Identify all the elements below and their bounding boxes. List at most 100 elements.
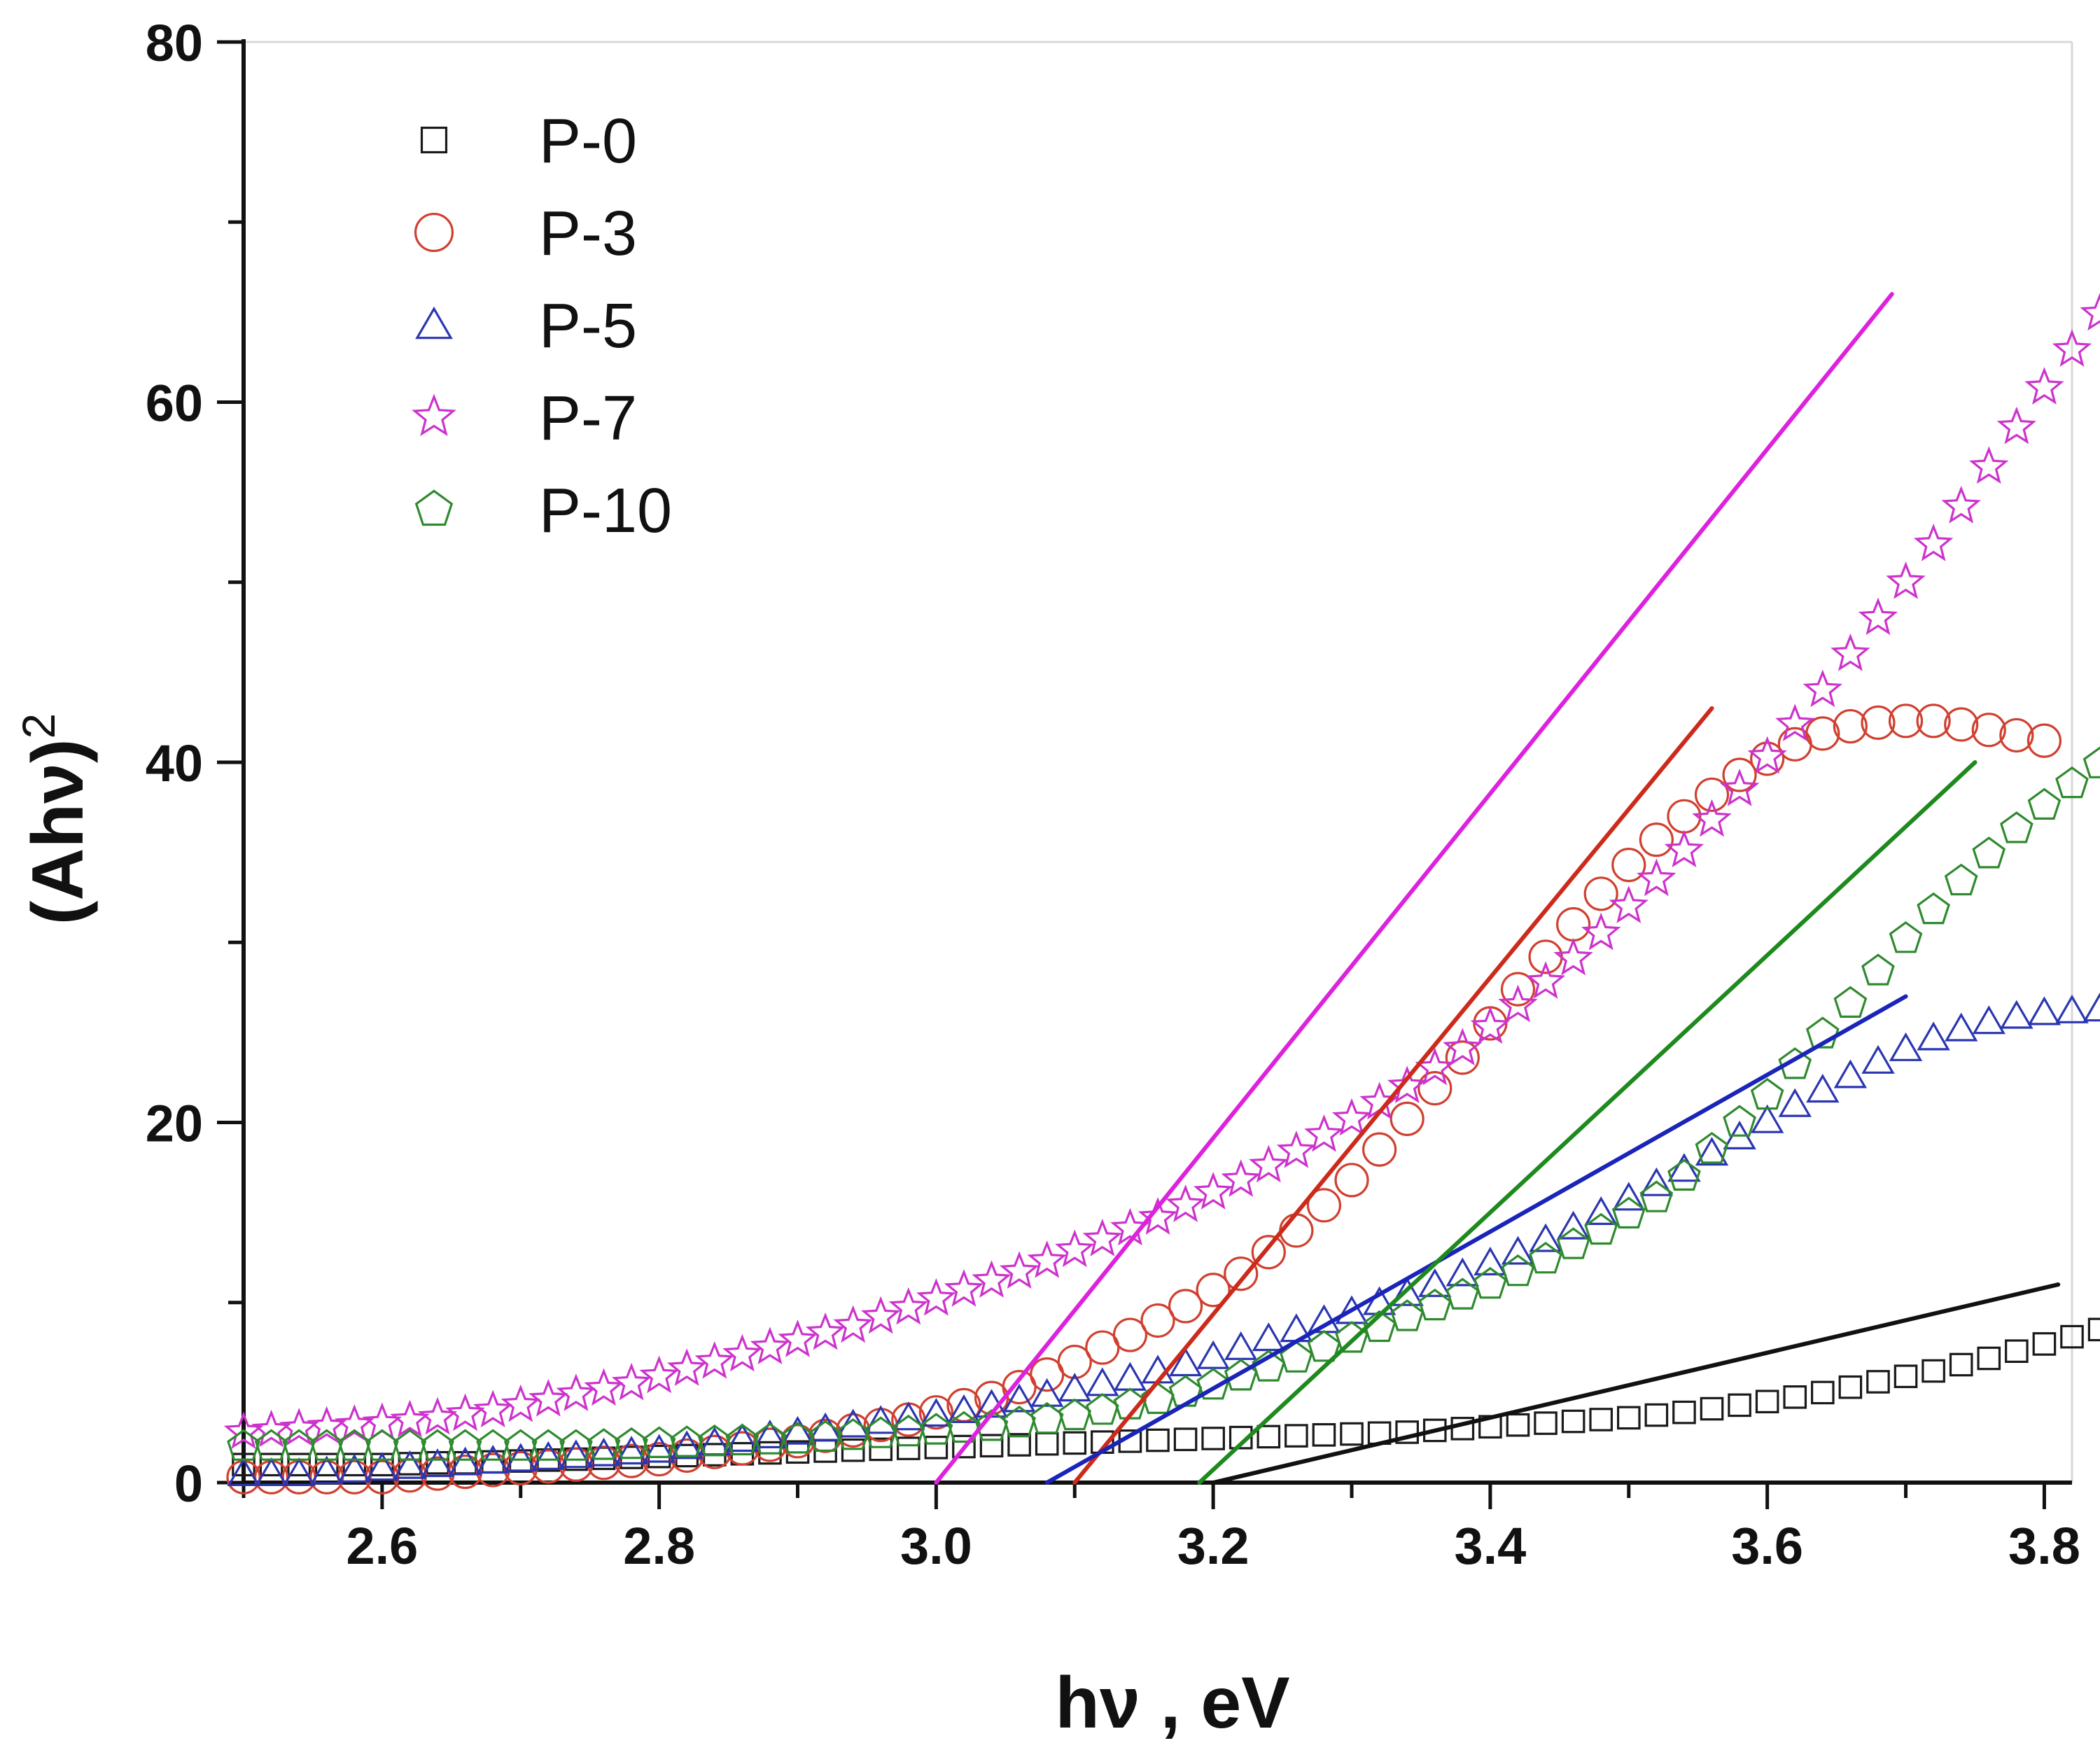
data-point [1889,921,1923,953]
series-p-3 [226,704,2062,1494]
data-point [639,1355,679,1394]
data-point [918,1395,953,1430]
data-point [1750,1077,1784,1110]
legend-marker [414,212,454,253]
data-point [1556,906,1591,942]
data-point [1866,1370,1890,1394]
data-point [1783,1385,1807,1409]
data-point [1886,561,1926,599]
data-point [1474,1266,1507,1299]
fit-line-p-7 [934,292,1894,1485]
data-point [335,1404,374,1442]
data-point [370,1452,394,1477]
legend-marker [420,126,448,154]
data-point [1889,1032,1923,1061]
data-point [1055,1229,1095,1268]
data-point [1921,1359,1945,1383]
data-point [2024,367,2064,405]
data-point [421,1429,454,1461]
data-point [1340,1422,1364,1446]
data-point [1802,669,1843,708]
data-point [1775,704,1815,741]
fit-line-p-10 [1197,760,1977,1485]
data-markers [223,293,2100,1494]
data-point [2055,766,2089,799]
data-point [1561,1409,1586,1434]
data-point [1362,1132,1397,1167]
data-point [1312,1423,1336,1447]
data-point [1446,1278,1480,1310]
data-point [2027,788,2062,820]
legend-marker [415,306,453,340]
data-point [1616,1406,1641,1430]
legend-label: P-7 [539,384,637,454]
data-point [1861,705,1896,741]
data-point [1443,1028,1483,1066]
series-p-10 [227,746,2100,1461]
data-point [1112,1317,1148,1352]
axis-ticks [217,40,2046,1509]
y-tick-label: 20 [146,1095,203,1153]
series-p-5 [227,993,2100,1486]
data-point [1917,1021,1950,1051]
data-point [1506,1413,1530,1437]
data-point [1030,1401,1064,1434]
data-point [1999,718,2034,753]
data-point [504,1443,538,1472]
data-point [1529,1241,1562,1274]
y-tick-label: 60 [146,374,203,433]
data-point [722,1334,762,1372]
data-point [1667,1153,1701,1182]
data-point [1858,597,1898,636]
data-point [1553,937,1593,976]
data-point [337,1453,371,1483]
data-point [365,1452,399,1481]
data-point [667,1348,707,1386]
data-point [753,1420,787,1448]
data-point [1893,1364,1918,1389]
data-point [1639,1180,1674,1212]
data-point [780,1415,815,1445]
data-point [2082,993,2100,1022]
data-point [833,1305,873,1343]
data-point [472,1390,513,1428]
data-point [869,1437,893,1462]
data-point [584,1368,624,1406]
data-point [1949,1352,1973,1377]
y-tick-label: 0 [174,1455,203,1513]
data-point [1913,524,1954,561]
data-point [1728,1393,1751,1418]
data-point [1224,1331,1258,1360]
x-tick-label: 2.8 [623,1517,695,1575]
data-point [1335,1321,1368,1353]
data-point [1996,406,2037,444]
data-point [309,1429,344,1461]
data-point [841,1438,865,1462]
y-tick-label: 40 [146,734,203,792]
data-point [808,1420,842,1452]
data-point [2026,723,2062,758]
data-point [947,1394,981,1424]
data-point [1002,1383,1036,1413]
data-point [1470,1006,1511,1044]
data-point [282,1429,316,1461]
data-point [1805,716,1840,751]
data-point [1667,799,1702,834]
data-point [1166,1184,1205,1222]
data-point [1917,892,1950,925]
y-axis-title-superscript: 2 [13,713,64,739]
data-point [500,1384,540,1422]
data-point [1395,1420,1419,1444]
data-point [1584,1212,1618,1245]
data-point [2000,1000,2033,1029]
data-point [1252,1350,1286,1382]
data-point [1063,1431,1087,1455]
data-point [1833,1059,1868,1088]
data-point [1639,822,1674,858]
data-point [1750,741,1785,776]
data-point [1252,1322,1285,1352]
data-point [310,1455,344,1485]
data-point [1972,1005,2005,1035]
data-point [1556,1227,1590,1259]
data-point [1581,912,1621,951]
